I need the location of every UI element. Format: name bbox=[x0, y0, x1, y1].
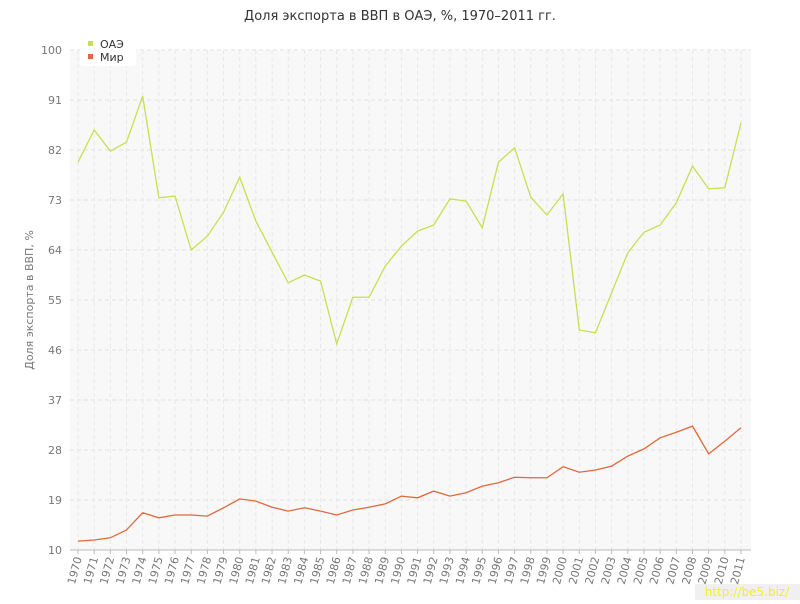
line-series bbox=[77, 95, 742, 347]
watermark-bg bbox=[695, 584, 800, 600]
legend-label: Мир bbox=[100, 51, 124, 64]
legend-label: ОАЭ bbox=[100, 38, 124, 51]
legend-box bbox=[80, 36, 136, 66]
line-series bbox=[77, 425, 742, 542]
y-tick-label: 100 bbox=[41, 44, 62, 57]
y-tick-label: 91 bbox=[48, 94, 62, 107]
y-tick-label: 19 bbox=[48, 494, 62, 507]
y-tick-label: 73 bbox=[48, 194, 62, 207]
legend-swatch bbox=[88, 54, 93, 59]
legend-swatch bbox=[88, 41, 93, 46]
y-tick-label: 64 bbox=[48, 244, 62, 257]
y-axis-label: Доля экспорта в ВВП, % bbox=[23, 230, 36, 370]
y-tick-label: 28 bbox=[48, 444, 62, 457]
y-tick-label: 55 bbox=[48, 294, 62, 307]
y-tick-label: 10 bbox=[48, 544, 62, 557]
y-tick-label: 46 bbox=[48, 344, 62, 357]
chart-title: Доля экспорта в ВВП в ОАЭ, %, 1970–2011 … bbox=[244, 9, 556, 24]
watermark: http://be5.biz/ bbox=[705, 585, 790, 599]
y-tick-label: 82 bbox=[48, 144, 62, 157]
y-tick-label: 37 bbox=[48, 394, 62, 407]
plot-area bbox=[70, 50, 751, 550]
